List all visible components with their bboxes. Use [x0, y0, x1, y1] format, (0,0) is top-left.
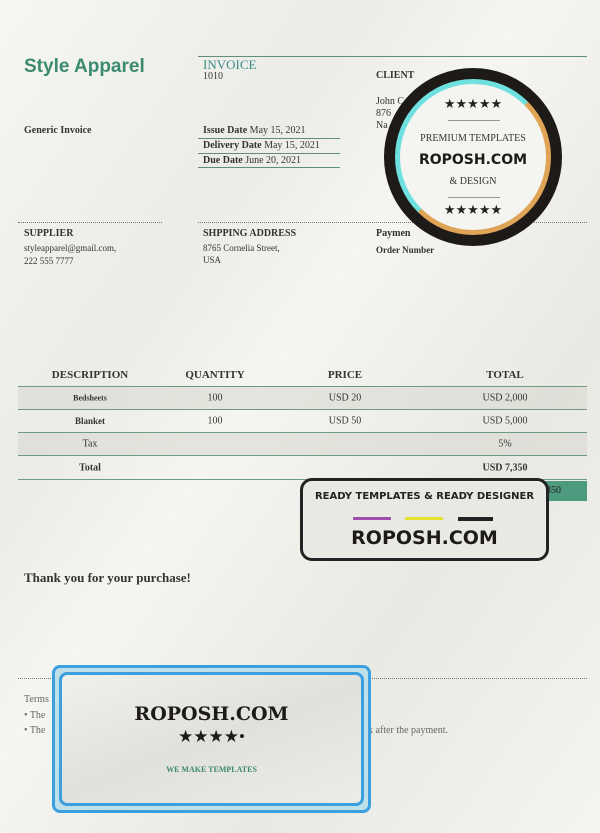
table-row: Bedsheets 100 USD 20 USD 2,000: [18, 387, 587, 410]
invoice-number: 1010: [203, 71, 223, 82]
cell-description: Blanket: [74, 416, 106, 426]
payment-label: Paymen: [376, 228, 411, 239]
table-header: DESCRIPTION QUANTITY PRICE TOTAL: [18, 364, 587, 387]
invoice-label: INVOICE: [203, 57, 257, 72]
delivery-date-label: Delivery Date: [203, 140, 262, 151]
balance-due-cell: 350: [540, 481, 587, 501]
supplier-email: styleapparel@gmail.com,: [24, 243, 117, 253]
stamp-text: & DESIGN: [449, 176, 497, 187]
divider: [198, 138, 340, 139]
stars-icon: ★★★★★: [443, 96, 503, 111]
thank-you-note: Thank you for your purchase!: [24, 570, 191, 585]
cell-description: Bedsheets: [73, 393, 107, 403]
supplier-phone: 222 555 7777: [24, 256, 74, 266]
cell-total: USD 5,000: [482, 415, 528, 427]
table-row-total: Total USD 7,350: [18, 456, 587, 480]
divider: [198, 153, 340, 154]
stamp-brand: ROPOSH.COM: [418, 152, 528, 168]
dotted-divider: [18, 222, 162, 223]
cell-quantity: 100: [207, 415, 223, 427]
cell-description: Tax: [82, 438, 98, 450]
supplier-label: SUPPLIER: [24, 228, 74, 239]
watermark-brand: ROPOSH.COM: [134, 703, 289, 725]
terms-label: Terms: [24, 694, 49, 705]
top-divider: [198, 56, 587, 57]
divider: [198, 167, 340, 168]
terms-bullet-text: The: [29, 725, 46, 736]
company-name: Style Apparel: [24, 56, 145, 77]
cell-quantity: 100: [207, 392, 223, 404]
issue-date-value: May 15, 2021: [249, 125, 306, 136]
header-total: TOTAL: [486, 369, 524, 381]
dotted-divider: [198, 222, 587, 223]
terms-bullet: • The: [24, 725, 46, 736]
shipping-label: SHPPING ADDRESS: [203, 228, 297, 239]
stars-icon: ★★★★★: [443, 202, 503, 217]
client-line: John C: [376, 96, 405, 107]
table-row: Blanket 100 USD 50 USD 5,000: [18, 410, 587, 433]
shipping-line2: USA: [203, 255, 222, 265]
company-subtitle: Generic Invoice: [24, 125, 92, 136]
client-line: Na: [376, 120, 388, 131]
due-date-label: Due Date: [203, 155, 243, 166]
client-label: CLIENT: [376, 70, 415, 81]
header-price: PRICE: [327, 369, 363, 381]
watermark-text: READY TEMPLATES & READY DESIGNER: [314, 491, 535, 502]
terms-bullet-text: The: [29, 710, 46, 721]
watermark-brand: ROPOSH.COM: [351, 527, 498, 549]
due-date-value: June 20, 2021: [245, 155, 302, 166]
delivery-date-value: May 15, 2021: [264, 140, 320, 151]
ready-templates-watermark: READY TEMPLATES & READY DESIGNER ROPOSH.…: [300, 478, 549, 561]
roposh-blue-watermark: ROPOSH.COM ★★★★• WE MAKE TEMPLATES: [52, 665, 371, 813]
order-number-label: Order Number: [376, 245, 435, 255]
cell-price: USD 20: [328, 392, 362, 404]
terms-bullet-tail: k after the payment.: [368, 725, 448, 736]
cell-total: USD 2,000: [482, 392, 528, 404]
header-description: DESCRIPTION: [51, 369, 129, 381]
cell-description: Total: [79, 462, 101, 473]
client-line: 876: [376, 108, 391, 119]
cell-total: USD 7,350: [482, 462, 528, 473]
terms-bullet: • The: [24, 710, 46, 721]
cell-total: 5%: [498, 438, 512, 450]
watermark-tagline: WE MAKE TEMPLATES: [166, 765, 257, 774]
cell-price: USD 50: [328, 415, 362, 427]
shipping-line1: 8765 Cornelia Street,: [203, 243, 280, 253]
header-quantity: QUANTITY: [185, 369, 245, 381]
stamp-text: PREMIUM TEMPLATES: [420, 133, 526, 144]
table-row: Tax 5%: [18, 433, 587, 456]
issue-date-label: Issue Date: [203, 125, 248, 136]
premium-templates-stamp-watermark: ★★★★★ PREMIUM TEMPLATES ROPOSH.COM & DES…: [384, 68, 562, 246]
stars-icon: ★★★★•: [178, 727, 245, 746]
